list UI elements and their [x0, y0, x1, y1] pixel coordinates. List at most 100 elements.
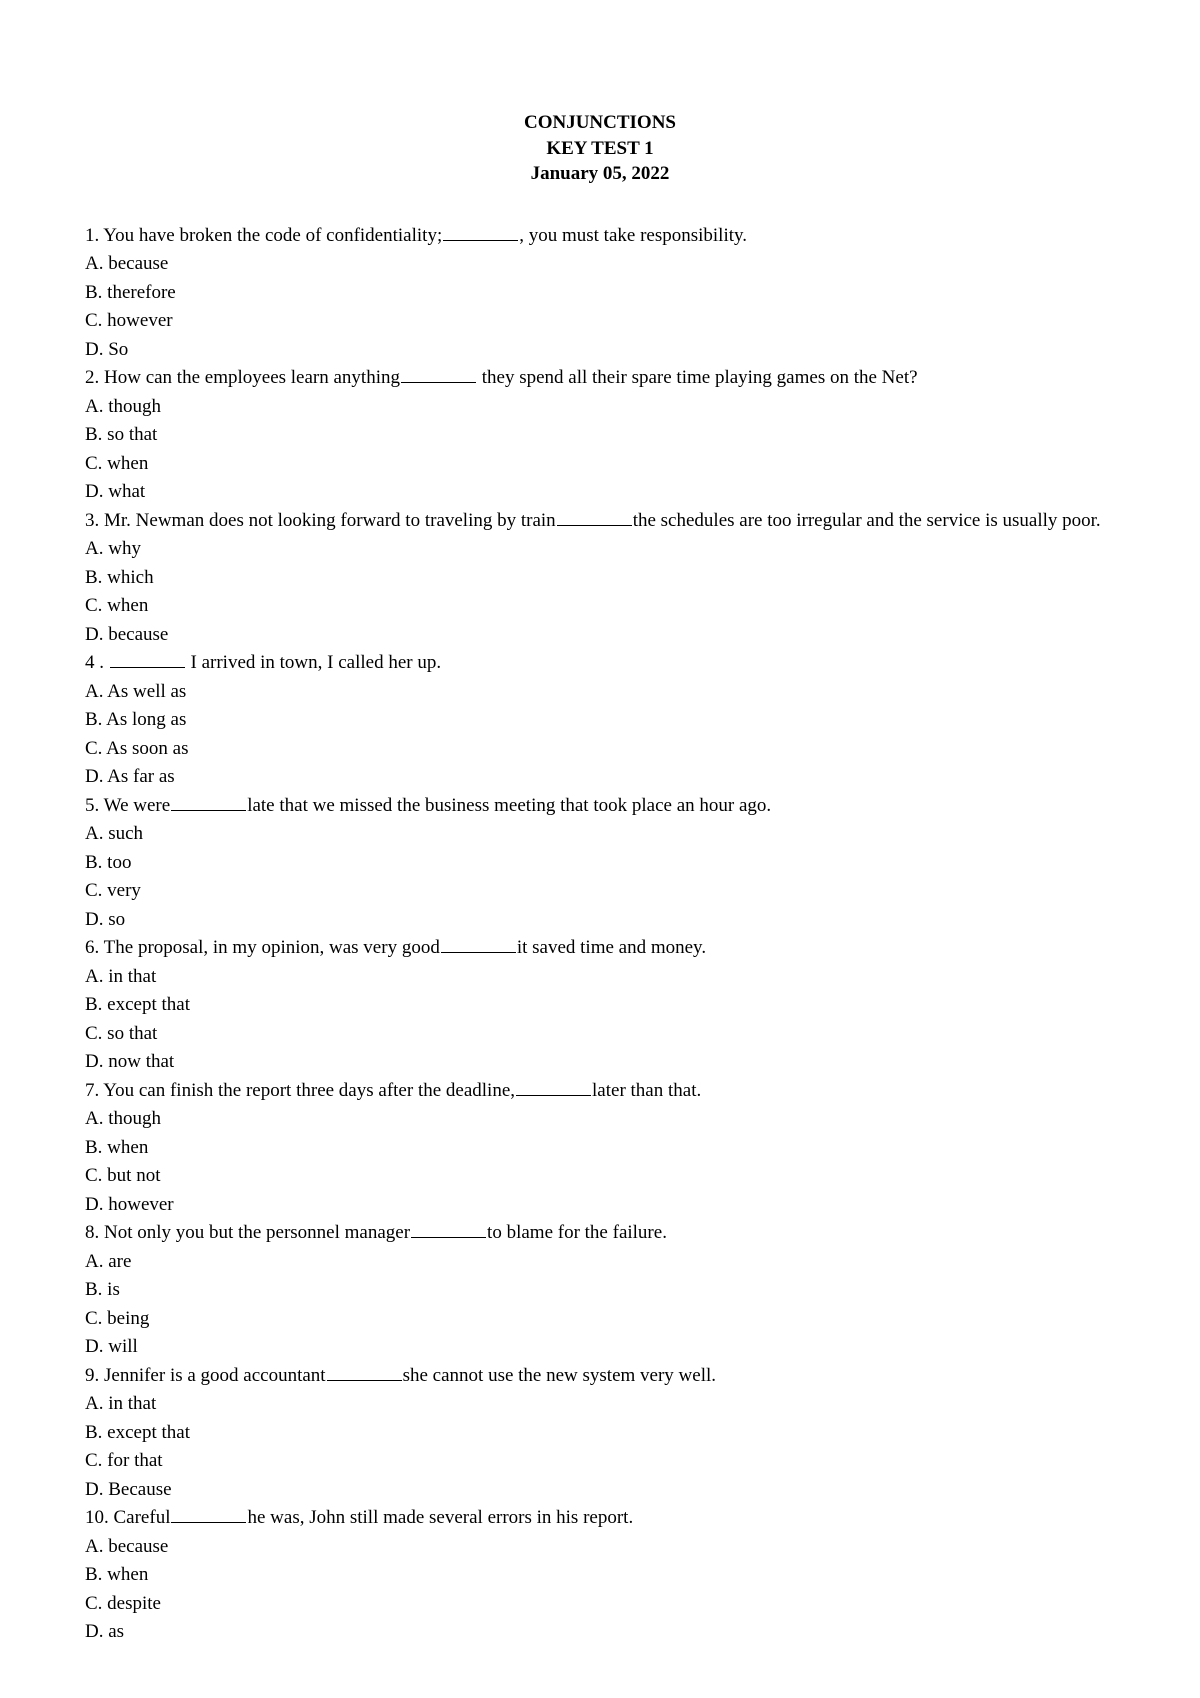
question-number: 4 .	[85, 652, 109, 673]
question-post-text: I arrived in town, I called her up.	[186, 652, 441, 673]
option-d: D. because	[85, 621, 1115, 650]
option-b: B. therefore	[85, 279, 1115, 308]
option-a: A. though	[85, 393, 1115, 422]
question-9: 9. Jennifer is a good accountantshe cann…	[85, 1362, 1115, 1505]
option-b: B. so that	[85, 421, 1115, 450]
option-c: C. so that	[85, 1020, 1115, 1049]
question-number: 7.	[85, 1080, 103, 1101]
option-d: D. what	[85, 478, 1115, 507]
question-2: 2. How can the employees learn anything …	[85, 364, 1115, 507]
question-8: 8. Not only you but the personnel manage…	[85, 1219, 1115, 1362]
question-number: 6.	[85, 937, 104, 958]
option-d: D. now that	[85, 1048, 1115, 1077]
blank-line	[171, 794, 246, 811]
option-c: C. despite	[85, 1590, 1115, 1619]
option-a: A. because	[85, 250, 1115, 279]
option-b: B. when	[85, 1134, 1115, 1163]
blank-line	[443, 224, 518, 241]
question-text: 2. How can the employees learn anything …	[85, 364, 1115, 393]
questions-container: 1. You have broken the code of confident…	[85, 222, 1115, 1647]
question-pre-text: The proposal, in my opinion, was very go…	[104, 937, 440, 958]
question-pre-text: Mr. Newman does not looking forward to t…	[104, 510, 556, 531]
question-text: 5. We were late that we missed the busine…	[85, 792, 1115, 821]
option-d: D. So	[85, 336, 1115, 365]
question-pre-text: We were	[104, 795, 171, 816]
option-a: A. in that	[85, 963, 1115, 992]
option-a: A. such	[85, 820, 1115, 849]
blank-line	[171, 1506, 246, 1523]
option-d: D. As far as	[85, 763, 1115, 792]
question-number: 2.	[85, 367, 104, 388]
question-text: 10. Careful he was, John still made sever…	[85, 1504, 1115, 1533]
question-pre-text: Not only you but the personnel manager	[104, 1222, 410, 1243]
question-text: 8. Not only you but the personnel manage…	[85, 1219, 1115, 1248]
option-a: A. As well as	[85, 678, 1115, 707]
question-3: 3. Mr. Newman does not looking forward t…	[85, 507, 1115, 650]
blank-line	[327, 1364, 402, 1381]
question-number: 5.	[85, 795, 104, 816]
question-number: 3.	[85, 510, 104, 531]
option-d: D. will	[85, 1333, 1115, 1362]
option-b: B. too	[85, 849, 1115, 878]
option-b: B. As long as	[85, 706, 1115, 735]
question-text: 6. The proposal, in my opinion, was very…	[85, 934, 1115, 963]
question-text: 1. You have broken the code of confident…	[85, 222, 1115, 251]
question-pre-text: How can the employees learn anything	[104, 367, 400, 388]
question-post-text: late that we missed the business meeting…	[247, 795, 771, 816]
option-a: A. why	[85, 535, 1115, 564]
question-10: 10. Careful he was, John still made sever…	[85, 1504, 1115, 1647]
question-text: 3. Mr. Newman does not looking forward t…	[85, 507, 1115, 536]
question-pre-text: Jennifer is a good accountant	[104, 1365, 326, 1386]
option-b: B. which	[85, 564, 1115, 593]
blank-line	[401, 366, 476, 383]
option-b: B. is	[85, 1276, 1115, 1305]
option-d: D. Because	[85, 1476, 1115, 1505]
question-post-text: it saved time and money.	[517, 937, 706, 958]
question-post-text: he was, John still made several errors i…	[247, 1507, 633, 1528]
question-6: 6. The proposal, in my opinion, was very…	[85, 934, 1115, 1077]
blank-line	[441, 936, 516, 953]
question-number: 8.	[85, 1222, 104, 1243]
question-pre-text: Careful	[114, 1507, 171, 1528]
title-date: January 05, 2022	[85, 161, 1115, 187]
question-text: 9. Jennifer is a good accountantshe cann…	[85, 1362, 1115, 1391]
question-post-text: to blame for the failure.	[487, 1222, 667, 1243]
option-b: B. except that	[85, 991, 1115, 1020]
option-c: C. but not	[85, 1162, 1115, 1191]
question-number: 1.	[85, 225, 103, 246]
option-d: D. so	[85, 906, 1115, 935]
blank-line	[110, 651, 185, 668]
document-header: CONJUNCTIONS KEY TEST 1 January 05, 2022	[85, 110, 1115, 187]
option-a: A. in that	[85, 1390, 1115, 1419]
option-d: D. however	[85, 1191, 1115, 1220]
question-7: 7. You can finish the report three days …	[85, 1077, 1115, 1220]
question-number: 10.	[85, 1507, 114, 1528]
option-a: A. though	[85, 1105, 1115, 1134]
title-line-2: KEY TEST 1	[85, 136, 1115, 162]
question-text: 7. You can finish the report three days …	[85, 1077, 1115, 1106]
title-line-1: CONJUNCTIONS	[85, 110, 1115, 136]
option-c: C. As soon as	[85, 735, 1115, 764]
option-a: A. because	[85, 1533, 1115, 1562]
option-b: B. except that	[85, 1419, 1115, 1448]
option-c: C. being	[85, 1305, 1115, 1334]
question-post-text: the schedules are too irregular and the …	[633, 510, 1101, 531]
option-a: A. are	[85, 1248, 1115, 1277]
option-c: C. for that	[85, 1447, 1115, 1476]
question-post-text: they spend all their spare time playing …	[477, 367, 918, 388]
blank-line	[411, 1221, 486, 1238]
question-4: 4 . I arrived in town, I called her up.A…	[85, 649, 1115, 792]
question-5: 5. We were late that we missed the busine…	[85, 792, 1115, 935]
question-text: 4 . I arrived in town, I called her up.	[85, 649, 1115, 678]
option-c: C. very	[85, 877, 1115, 906]
option-c: C. when	[85, 592, 1115, 621]
question-1: 1. You have broken the code of confident…	[85, 222, 1115, 365]
question-post-text: later than that.	[592, 1080, 701, 1101]
option-b: B. when	[85, 1561, 1115, 1590]
blank-line	[516, 1079, 591, 1096]
question-number: 9.	[85, 1365, 104, 1386]
question-pre-text: You have broken the code of confidential…	[103, 225, 442, 246]
option-c: C. however	[85, 307, 1115, 336]
question-pre-text: You can finish the report three days aft…	[103, 1080, 515, 1101]
option-d: D. as	[85, 1618, 1115, 1647]
